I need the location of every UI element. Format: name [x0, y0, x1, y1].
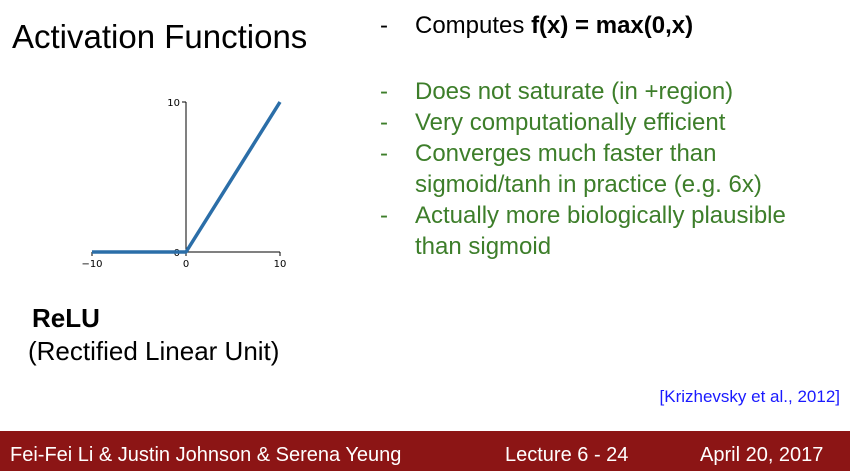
bullet-dash: - — [380, 78, 388, 105]
bullet-line: sigmoid/tanh in practice (e.g. 6x) — [415, 171, 762, 198]
bullet-dash: - — [380, 109, 388, 136]
x-tick-label: 10 — [274, 259, 287, 270]
footer-authors: Fei-Fei Li & Justin Johnson & Serena Yeu… — [10, 444, 402, 466]
bullet-dash: - — [380, 140, 388, 167]
caption-title: ReLU — [32, 303, 100, 333]
footer-bar: Fei-Fei Li & Justin Johnson & Serena Yeu… — [0, 431, 850, 471]
bullet-dash: - — [380, 12, 388, 39]
bullet-line: Actually more biologically plausible — [415, 202, 786, 229]
relu-chart: −10 0 10 0 10 — [70, 88, 290, 283]
bullet-line: Converges much faster than — [415, 140, 717, 167]
x-tick-label: −10 — [81, 259, 102, 270]
citation-link[interactable]: [Krizhevsky et al., 2012] — [659, 387, 840, 406]
bullet-line: Very computationally efficient — [415, 109, 726, 136]
y-tick-label: 10 — [167, 98, 180, 109]
footer-date: April 20, 2017 — [700, 444, 824, 466]
bullet-main-prefix: Computes — [415, 12, 532, 39]
slide-title: Activation Functions — [12, 18, 308, 55]
footer-lecture: Lecture 6 - 24 — [505, 444, 629, 466]
bullet-main-text: Computes f(x) = max(0,x) — [415, 10, 693, 41]
bullet-line: than sigmoid — [415, 233, 552, 260]
bullet-line: Does not saturate (in +region) — [415, 78, 734, 105]
bullet-dash: - — [380, 202, 388, 229]
relu-formula: f(x) = max(0,x) — [531, 12, 694, 39]
relu-line — [92, 101, 282, 254]
x-tick-label: 0 — [183, 259, 189, 270]
caption-subtitle: (Rectified Linear Unit) — [28, 336, 280, 366]
